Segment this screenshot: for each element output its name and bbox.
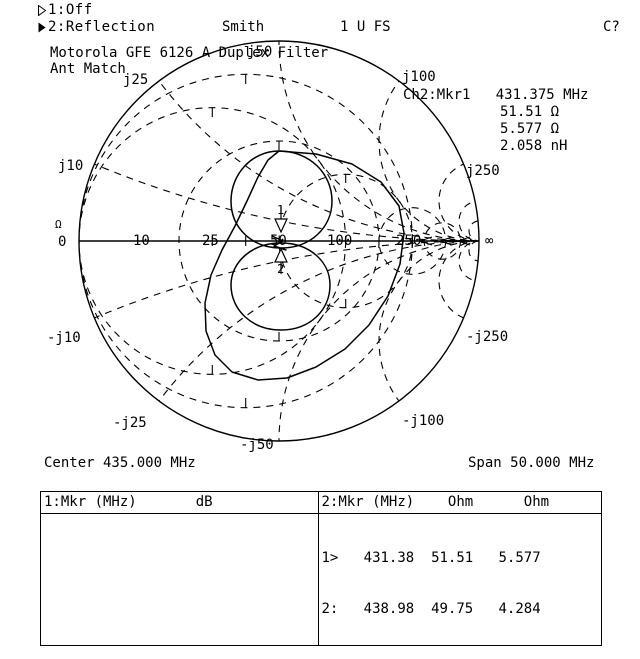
marker-2-number: 2 <box>277 262 285 276</box>
grid-label-xn10: -j10 <box>47 330 81 346</box>
channel-2-status[interactable]: 2:Reflection <box>38 19 155 35</box>
marker-2-symbol <box>274 247 288 274</box>
scale-per-division-label[interactable]: 1 U FS <box>340 19 391 35</box>
table-row[interactable]: 1> 431.38 51.51 5.577 <box>321 550 541 566</box>
table-row[interactable]: 2: 438.98 49.75 4.284 <box>321 601 541 617</box>
center-frequency-label[interactable]: Center 435.000 MHz <box>44 455 196 471</box>
marker-readout-inductance: 2.058 nH <box>500 138 568 154</box>
grid-label-xn250: -j250 <box>466 329 509 345</box>
channel-2-active-marker-icon <box>38 21 46 32</box>
smith-chart-graticule[interactable] <box>0 0 640 470</box>
grid-label-xp250: j250 <box>466 163 500 179</box>
channel-2-label: 2:Reflection <box>48 19 156 35</box>
channel-1-label: 1:Off <box>48 2 93 18</box>
channel-1-inactive-marker-icon <box>38 4 47 16</box>
grid-label-r250: 250 <box>396 233 422 249</box>
grid-label-r10: 10 <box>133 233 150 249</box>
grid-label-xn100: -j100 <box>402 413 445 429</box>
grid-label-infinity: ∞ <box>485 233 494 249</box>
chart-title-line-2: Ant Match <box>50 61 126 77</box>
marker-table-2-body: 1> 431.38 51.51 5.577 2: 438.98 49.75 4.… <box>319 514 602 652</box>
marker-table-2-header: 2:Mkr (MHz) Ohm Ohm <box>318 492 601 514</box>
channel-1-status[interactable]: 1:Off <box>38 2 93 18</box>
chart-title-line-1: Motorola GFE 6126 A Duplex Filter <box>50 45 329 61</box>
grid-label-xn50: -j50 <box>240 437 274 453</box>
grid-label-r100: 100 <box>327 233 353 249</box>
grid-label-xp50: j50 <box>247 44 273 60</box>
grid-label-xp25: j25 <box>123 72 149 88</box>
grid-label-xp10: j10 <box>58 158 84 174</box>
grid-label-xp100: j100 <box>402 69 436 85</box>
marker-readout-reactance: 5.577 Ω <box>500 121 560 137</box>
grid-label-ohm-unit: Ω <box>55 218 62 231</box>
marker-table-1-body <box>41 514 318 516</box>
marker-table-channel-2: 2:Mkr (MHz) Ohm Ohm 1> 431.38 51.51 5.57… <box>318 492 601 645</box>
marker-table-channel-1: 1:Mkr (MHz) dB <box>41 492 319 645</box>
calibration-status-label: C? <box>603 19 620 35</box>
marker-1-number: 1 <box>277 203 285 217</box>
display-format-label[interactable]: Smith <box>222 19 265 35</box>
grid-label-r50: 50 <box>270 233 287 249</box>
span-frequency-label[interactable]: Span 50.000 MHz <box>468 455 595 471</box>
grid-label-r0: 0 <box>58 234 67 250</box>
marker-tables: 1:Mkr (MHz) dB 2:Mkr (MHz) Ohm Ohm 1> 43… <box>40 491 602 646</box>
marker-table-1-header: 1:Mkr (MHz) dB <box>41 492 318 514</box>
grid-label-r25: 25 <box>202 233 219 249</box>
marker-1-symbol <box>274 207 288 234</box>
grid-label-xn25: -j25 <box>113 415 147 431</box>
marker-readout-resistance: 51.51 Ω <box>500 104 560 120</box>
